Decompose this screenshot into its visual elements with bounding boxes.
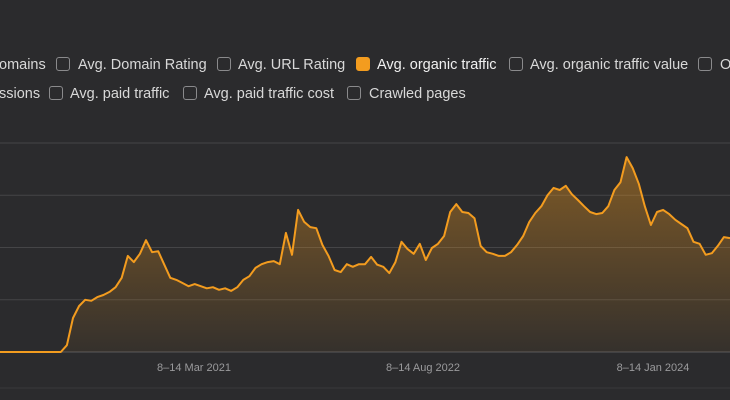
checkbox-label[interactable]: omains	[0, 57, 46, 73]
checkbox[interactable]	[698, 57, 712, 71]
checkbox-label[interactable]: Avg. Domain Rating	[78, 57, 207, 73]
area	[0, 157, 730, 352]
checkbox-label[interactable]: Avg. paid traffic	[70, 86, 170, 102]
checkbox[interactable]	[183, 86, 197, 100]
checkbox[interactable]	[356, 57, 370, 71]
checkbox[interactable]	[347, 86, 361, 100]
checkbox-label[interactable]: Avg. paid traffic cost	[204, 86, 335, 102]
x-tick-label: 8–14 Mar 2021	[157, 362, 231, 374]
x-tick-label: 8–14 Jan 2024	[617, 362, 690, 374]
checkbox-label[interactable]: Avg. URL Rating	[238, 57, 346, 73]
checkbox-label[interactable]: O	[720, 57, 730, 73]
checkbox[interactable]	[217, 57, 231, 71]
checkbox-label[interactable]: Avg. organic traffic value	[530, 57, 689, 73]
x-tick-label: 8–14 Aug 2022	[386, 362, 460, 374]
checkbox-label[interactable]: Avg. organic traffic	[377, 57, 497, 73]
checkbox[interactable]	[49, 86, 63, 100]
checkbox[interactable]	[509, 57, 523, 71]
checkbox-label[interactable]: ssions	[0, 86, 41, 102]
checkbox-label[interactable]: Crawled pages	[369, 86, 466, 102]
line	[0, 156, 730, 353]
checkbox[interactable]	[56, 57, 70, 71]
